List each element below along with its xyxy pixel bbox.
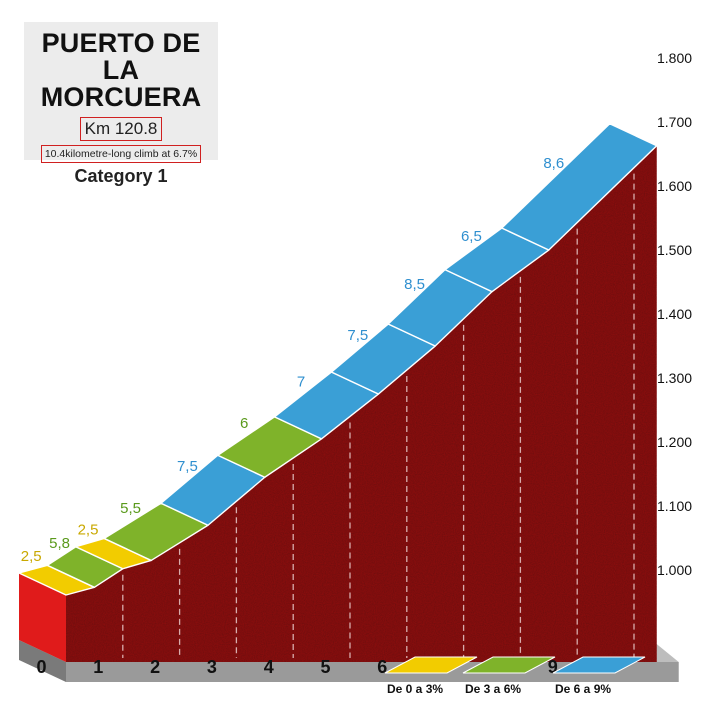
gradient-label: 2,5 — [21, 548, 42, 565]
climb-category: Category 1 — [74, 166, 168, 186]
x-tick-label: 9 — [548, 657, 558, 677]
gradient-label: 7,5 — [347, 327, 368, 344]
gradient-label: 8,6 — [543, 155, 564, 172]
profile-start-face — [19, 573, 66, 662]
gradient-label: 5,8 — [49, 535, 70, 552]
climb-summary: 10.4kilometre-long climb at 6.7% — [40, 145, 202, 163]
climb-title: PUERTO DE LA MORCUERA — [24, 30, 218, 111]
gradient-label: 2,5 — [78, 522, 99, 539]
legend-swatch-mid — [462, 656, 556, 674]
y-tick-label: 1.600 — [657, 178, 692, 194]
x-tick-label: 6 — [377, 657, 387, 677]
y-tick-label: 1.000 — [657, 562, 692, 578]
profile-base-side — [19, 640, 66, 682]
x-tick-label: 1 — [93, 657, 103, 677]
y-tick-label: 1.100 — [657, 498, 692, 514]
legend-label: De 6 a 9% — [555, 682, 611, 696]
gradient-label: 6,5 — [461, 228, 482, 245]
y-tick-label: 1.500 — [657, 242, 692, 258]
gradient-label: 8,5 — [404, 276, 425, 293]
gradient-label: 5,5 — [120, 500, 141, 517]
x-tick-label: 0 — [36, 657, 46, 677]
legend-swatch-low — [384, 656, 478, 674]
climb-info-box: PUERTO DE LA MORCUERA Km 120.8 10.4kilom… — [24, 22, 218, 186]
climb-title-line1: PUERTO DE LA — [41, 28, 201, 85]
x-tick-label: 3 — [207, 657, 217, 677]
x-tick-label: 4 — [264, 657, 274, 677]
y-tick-label: 1.800 — [657, 50, 692, 66]
gradient-segment-high — [501, 123, 658, 251]
gradient-label: 6 — [240, 415, 248, 432]
y-tick-label: 1.400 — [657, 306, 692, 322]
y-tick-label: 1.700 — [657, 114, 692, 130]
gradient-label: 7 — [297, 373, 305, 390]
climb-title-line2: MORCUERA — [40, 82, 202, 112]
x-tick-label: 5 — [320, 657, 330, 677]
y-tick-label: 1.200 — [657, 434, 692, 450]
gradient-label: 7,5 — [177, 458, 198, 475]
profile-front-face — [66, 145, 657, 663]
legend-label: De 0 a 3% — [387, 682, 443, 696]
legend-label: De 3 a 6% — [465, 682, 521, 696]
y-tick-label: 1.300 — [657, 370, 692, 386]
legend-swatch-high — [552, 656, 646, 674]
km-marker: Km 120.8 — [79, 117, 163, 141]
x-tick-label: 2 — [150, 657, 160, 677]
